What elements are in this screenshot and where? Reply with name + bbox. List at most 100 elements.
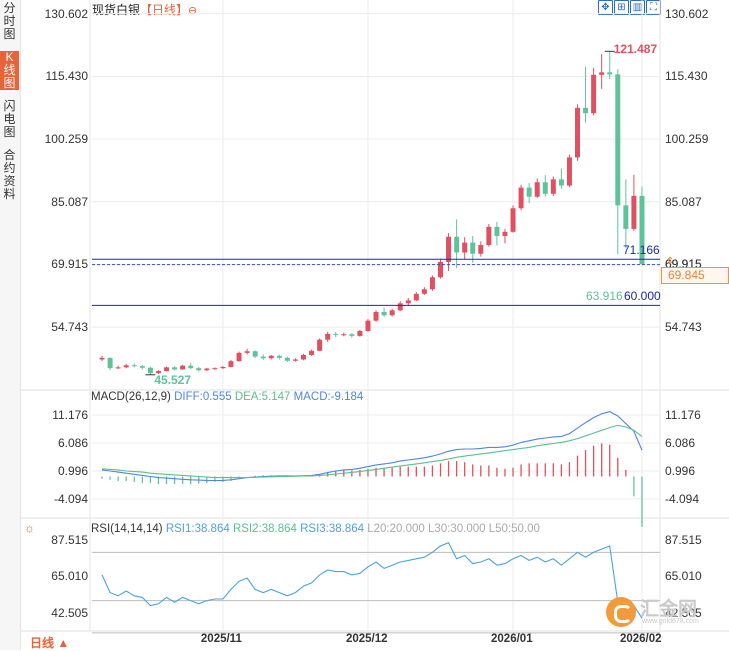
rsi-title: RSI(14,14,14) xyxy=(91,523,163,535)
candle-body xyxy=(341,334,347,336)
y-tick-right-2: 100.259 xyxy=(665,132,709,147)
rsi-tick-left-0: 87.515 xyxy=(51,533,88,548)
expand-icon[interactable]: ✥ xyxy=(598,0,613,15)
x-label-1: 2025/12 xyxy=(345,633,388,645)
candle-body xyxy=(478,245,484,254)
annotation-layer xyxy=(145,50,615,376)
candle-body xyxy=(349,334,355,336)
price-marker-icon: ⇕ xyxy=(666,256,675,267)
candle-body xyxy=(389,310,395,316)
candle-body xyxy=(325,333,331,340)
candle-body xyxy=(542,182,548,194)
l50-label: L50:50.00 xyxy=(488,523,540,535)
l20-label: L20:20.000 xyxy=(367,523,425,535)
candle-body xyxy=(276,355,282,358)
rsi-tick-right-2: 42.505 xyxy=(665,605,702,620)
y-tick-right-5: 54.743 xyxy=(665,320,702,335)
candle-body xyxy=(284,357,290,361)
sidebar-tab-3[interactable]: 合约资料 xyxy=(3,148,16,201)
x-label-2: 2026/01 xyxy=(491,633,533,645)
candle-body xyxy=(172,367,178,370)
rsi-tick-right-0: 87.515 xyxy=(665,533,702,548)
hline-label-2: 60.000 xyxy=(624,289,661,304)
grid-layer xyxy=(20,0,729,632)
candle-body xyxy=(131,365,137,367)
crosshair-icon[interactable]: ⊞ xyxy=(614,0,629,15)
macd-tick-left-2: 0.996 xyxy=(57,464,88,479)
add-indicator-icon[interactable]: ⊖ xyxy=(188,5,198,17)
watermark-sub: www.gold678.com xyxy=(642,618,699,625)
y-tick-left-2: 100.259 xyxy=(44,132,88,147)
candle-body xyxy=(639,195,645,265)
y-tick-left-4: 69.915 xyxy=(51,257,88,272)
candle-body xyxy=(139,366,145,368)
candle-body xyxy=(99,357,105,360)
candle-body xyxy=(502,231,508,236)
candle-body xyxy=(228,361,234,367)
y-tick-left-3: 85.087 xyxy=(51,194,88,209)
candle-body xyxy=(252,351,258,357)
macd-tick-right-0: 11.176 xyxy=(665,408,701,423)
macd-dea-line xyxy=(101,424,643,479)
y-tick-right-3: 85.087 xyxy=(665,194,702,209)
candle-body xyxy=(164,367,169,372)
timeframe-select[interactable]: 日线 ▲ xyxy=(30,634,69,651)
candle-body xyxy=(438,261,443,278)
rsi-tick-right-1: 65.010 xyxy=(665,569,702,584)
candle-body xyxy=(333,333,339,335)
candle-body xyxy=(429,277,435,290)
candle-body xyxy=(373,311,379,321)
candle-body xyxy=(510,208,516,232)
candle-body xyxy=(591,74,597,114)
watermark: 汇金网 www.gold678.com xyxy=(606,595,716,629)
candle-body xyxy=(454,236,460,253)
l30-label: L30:30.000 xyxy=(428,523,486,535)
candle-body xyxy=(631,195,637,229)
macd-title: MACD(26,12,9) xyxy=(91,391,171,403)
candle-body xyxy=(301,354,306,360)
sidebar-tab-2[interactable]: 闪电图 xyxy=(3,99,16,139)
macd-tick-right-1: 6.086 xyxy=(665,436,696,451)
rsi2-label: RSI2:38.864 xyxy=(232,523,297,535)
rsi-legend: RSI(14,14,14) RSI1:38.864 RSI2:38.864 RS… xyxy=(91,523,540,535)
rsi-tick-left-2: 42.505 xyxy=(51,605,88,620)
candle-body xyxy=(462,242,468,253)
macd-diff-label: DIFF:0.555 xyxy=(174,391,232,403)
candle-body xyxy=(413,293,419,301)
candle-body xyxy=(212,368,218,370)
candle-body xyxy=(566,157,572,186)
low-label: 45.527 xyxy=(154,372,192,387)
candles-layer xyxy=(99,51,645,375)
candle-body xyxy=(155,371,161,374)
candle-body xyxy=(220,366,226,369)
candle-body xyxy=(204,368,210,371)
candle-body xyxy=(583,107,589,114)
y-tick-left-0: 130.602 xyxy=(44,6,88,21)
high-label: 121.487 xyxy=(613,42,658,57)
candle-body xyxy=(421,289,427,294)
y-tick-left-1: 115.430 xyxy=(45,69,89,84)
candle-type-icon[interactable]: ▥ xyxy=(630,0,645,15)
macd-tick-right-2: 0.996 xyxy=(665,464,696,479)
macd-layer xyxy=(101,411,643,528)
candle-body xyxy=(357,330,363,336)
sidebar-tab-0[interactable]: 分时图 xyxy=(3,1,16,41)
candle-body xyxy=(123,365,129,368)
x-label-0: 2025/11 xyxy=(200,633,242,645)
candle-body xyxy=(607,72,613,75)
y-tick-left-5: 54.743 xyxy=(51,320,88,335)
candle-body xyxy=(550,179,556,194)
candle-body xyxy=(615,74,621,206)
candle-body xyxy=(188,365,194,369)
candle-body xyxy=(317,339,323,351)
candle-body xyxy=(244,351,250,353)
rsi1-label: RSI1:38.864 xyxy=(165,523,230,535)
rsi-settings-icon[interactable]: ☼ xyxy=(24,521,35,535)
candle-body xyxy=(236,352,242,362)
rsi3-label: RSI3:38.864 xyxy=(300,523,365,535)
candle-body xyxy=(599,72,605,75)
candle-body xyxy=(623,205,629,229)
